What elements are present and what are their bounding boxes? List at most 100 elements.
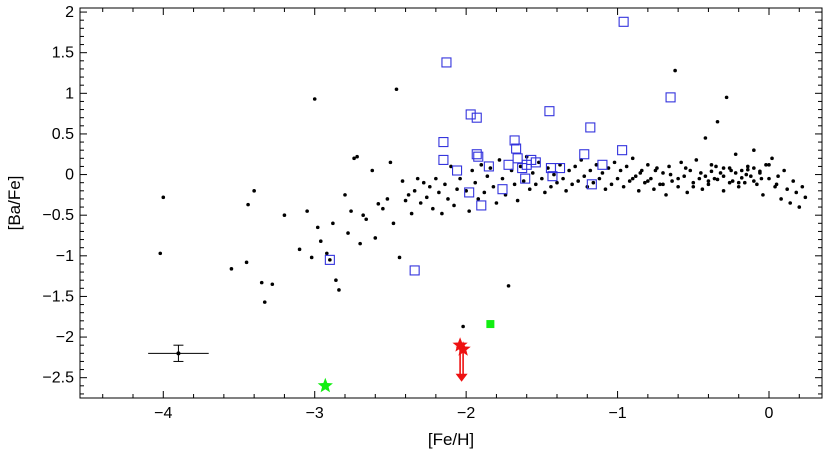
- data-point: [721, 189, 726, 193]
- data-point: [685, 190, 690, 195]
- data-point: [606, 166, 611, 170]
- data-point: [691, 184, 696, 189]
- data-point: [549, 184, 553, 189]
- data-point: [346, 231, 350, 235]
- data-point: [530, 171, 535, 175]
- square-point: [530, 157, 541, 168]
- data-point: [746, 167, 750, 172]
- data-point: [315, 225, 320, 230]
- data-point: [334, 278, 338, 282]
- data-point: [767, 176, 771, 181]
- data-point: [621, 184, 626, 189]
- data-point: [546, 166, 550, 170]
- data-point: [482, 190, 487, 195]
- data-point: [661, 182, 665, 187]
- data-point: [691, 180, 696, 185]
- data-point: [446, 197, 450, 201]
- data-point: [630, 156, 635, 161]
- data-point: [537, 160, 541, 165]
- data-point: [461, 324, 465, 329]
- data-point: [782, 168, 786, 173]
- data-point: [667, 164, 671, 169]
- error-bar-point: [176, 351, 181, 356]
- data-point: [497, 158, 502, 162]
- data-point: [627, 179, 632, 183]
- data-point: [376, 202, 381, 206]
- data-point: [467, 209, 471, 213]
- data-point: [633, 174, 638, 178]
- data-point: [229, 267, 234, 271]
- data-point: [718, 171, 723, 175]
- data-point: [305, 209, 309, 213]
- data-point: [755, 182, 759, 187]
- data-point: [612, 160, 617, 165]
- data-point: [597, 176, 602, 181]
- data-point: [506, 284, 511, 288]
- data-point: [312, 97, 317, 101]
- square-point: [503, 159, 514, 170]
- data-point: [464, 189, 468, 193]
- data-point: [515, 198, 520, 203]
- y-tick-label: −1: [56, 248, 74, 265]
- data-point: [567, 168, 571, 173]
- data-point: [403, 198, 408, 203]
- square-point: [509, 135, 520, 146]
- square-point: [409, 265, 420, 276]
- data-point: [706, 182, 711, 187]
- data-point: [721, 166, 726, 170]
- data-point: [679, 160, 683, 165]
- data-point: [759, 176, 764, 181]
- data-point: [699, 171, 703, 175]
- data-point: [543, 190, 547, 195]
- square-point: [585, 122, 596, 133]
- data-point: [385, 197, 390, 201]
- data-point: [653, 168, 658, 173]
- data-point: [752, 166, 756, 170]
- square-point: [471, 149, 482, 160]
- square-point: [438, 137, 449, 148]
- data-point: [761, 193, 765, 197]
- square-point: [544, 106, 555, 117]
- data-point: [412, 189, 417, 193]
- data-point: [682, 174, 686, 178]
- data-point: [373, 236, 378, 240]
- data-point: [424, 195, 429, 200]
- data-point: [518, 164, 523, 169]
- data-point: [670, 179, 674, 183]
- data-point: [588, 168, 593, 173]
- square-point: [465, 109, 476, 120]
- data-point: [561, 176, 565, 181]
- data-point: [297, 247, 302, 252]
- data-point: [449, 164, 453, 169]
- y-tick-label: −2.5: [42, 370, 74, 387]
- data-point: [646, 179, 650, 183]
- data-point: [638, 171, 643, 175]
- ticks-layer: −4 −3 −2 −1 0 −2.5 −2 −1.5 −1 −0.5 0 0.5 1 1.5 2: [42, 4, 822, 422]
- data-point: [767, 163, 771, 167]
- square-point: [618, 16, 629, 27]
- y-tick-label: 0.5: [52, 126, 74, 143]
- green-star-point: [317, 377, 333, 393]
- data-point: [246, 202, 250, 207]
- data-point: [352, 156, 356, 161]
- data-point: [618, 168, 623, 173]
- data-point: [458, 176, 462, 181]
- data-point: [615, 176, 620, 181]
- data-point: [600, 171, 605, 175]
- data-point: [739, 168, 744, 173]
- data-point: [624, 164, 629, 169]
- data-point: [282, 213, 287, 217]
- data-point: [443, 182, 447, 187]
- x-axis-label: [Fe/H]: [428, 430, 474, 449]
- data-point: [262, 300, 267, 304]
- square-point: [441, 57, 452, 68]
- data-point: [343, 193, 347, 197]
- data-point: [331, 221, 335, 226]
- marks-layer: [148, 16, 808, 393]
- data-point: [158, 251, 163, 256]
- upper-limit-arrow: [455, 373, 468, 382]
- data-point: [470, 168, 475, 173]
- square-point: [617, 145, 628, 156]
- data-point: [788, 201, 792, 205]
